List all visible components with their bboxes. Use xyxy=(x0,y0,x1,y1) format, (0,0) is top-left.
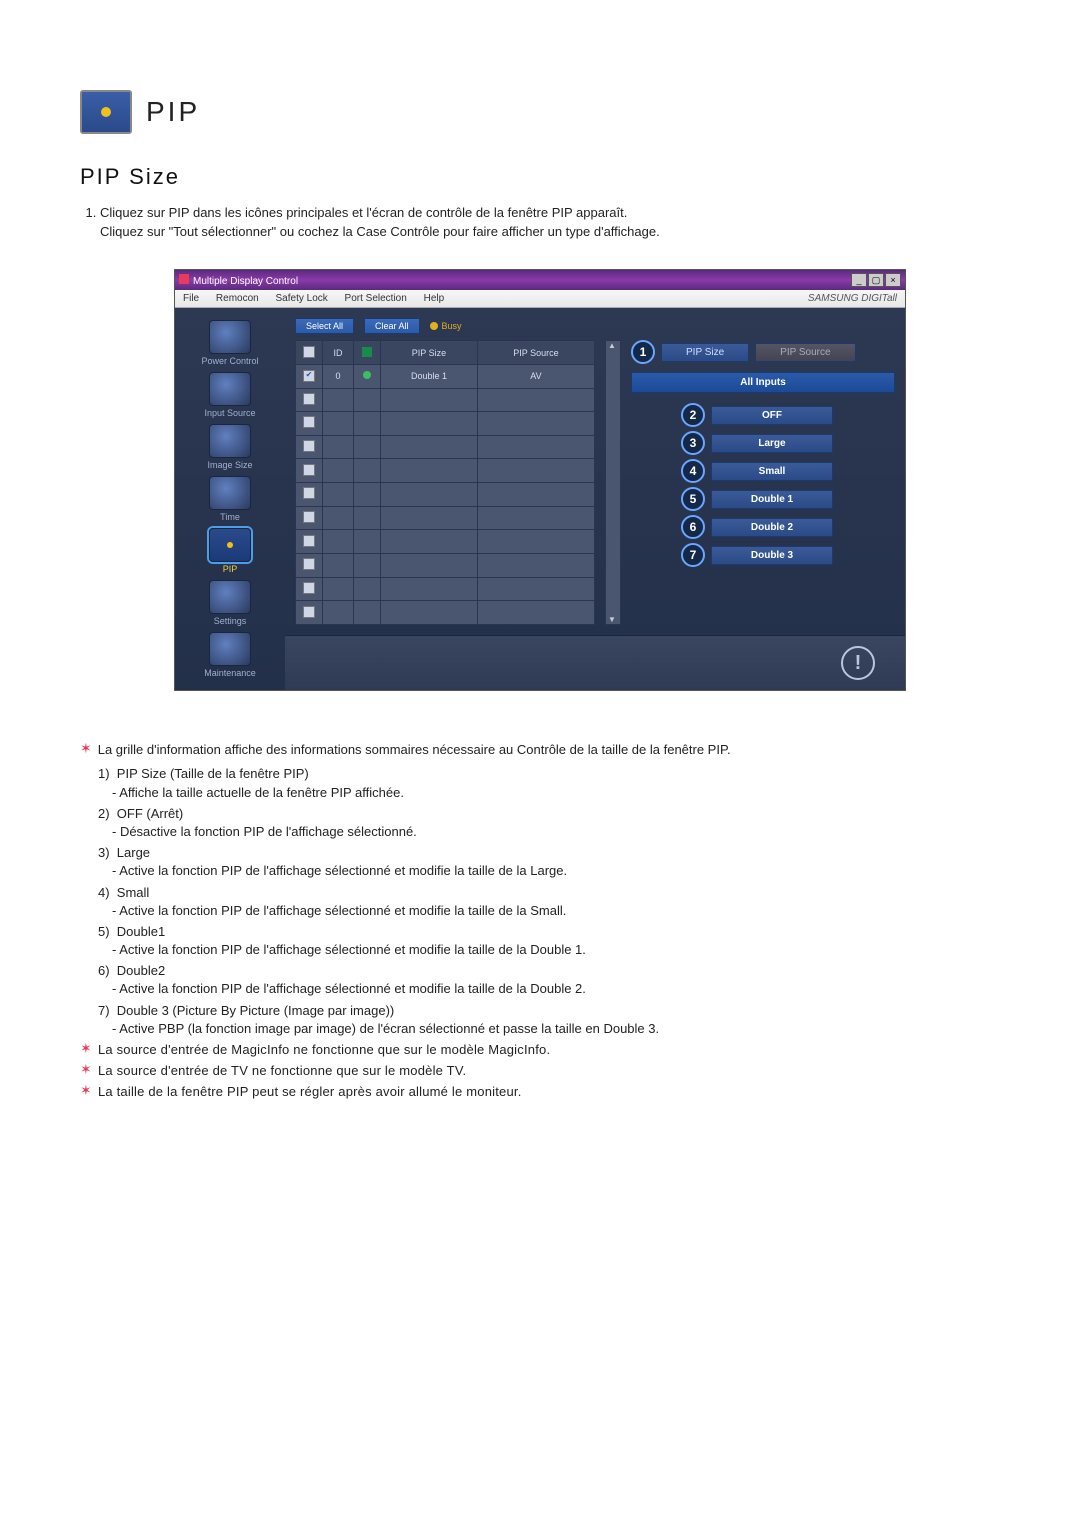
option-row: 2 OFF xyxy=(681,403,895,427)
table-row[interactable]: 0 Double 1 AV xyxy=(296,364,595,388)
tab-pip-source[interactable]: PIP Source xyxy=(755,343,855,362)
note-intro: La grille d'information affiche des info… xyxy=(98,741,731,759)
callout-4: 4 xyxy=(681,459,705,483)
option-button-large[interactable]: Large xyxy=(711,434,833,453)
intro-item: Cliquez sur "Tout sélectionner" ou coche… xyxy=(100,224,1000,239)
option-button-double-1[interactable]: Double 1 xyxy=(711,490,833,509)
callout-2: 2 xyxy=(681,403,705,427)
list-item: 5) Double1- Active la fonction PIP de l'… xyxy=(98,923,1000,959)
footer-bar: ! xyxy=(285,635,905,690)
star-note: ✶La source d'entrée de MagicInfo ne fonc… xyxy=(80,1041,1000,1059)
option-button-small[interactable]: Small xyxy=(711,462,833,481)
list-item: 1) PIP Size (Taille de la fenêtre PIP)- … xyxy=(98,765,1000,801)
callout-1: 1 xyxy=(631,340,655,364)
brand-label: SAMSUNG DIGITall xyxy=(808,293,897,304)
screenshot-window: Multiple Display Control _▢× File Remoco… xyxy=(174,269,906,691)
menubar: File Remocon Safety Lock Port Selection … xyxy=(175,290,905,308)
sidebar-item-maintenance[interactable]: Maintenance xyxy=(185,632,275,678)
intro-item: Cliquez sur PIP dans les icônes principa… xyxy=(100,204,1000,222)
all-inputs-bar: All Inputs xyxy=(631,372,895,393)
section-title: PIP Size xyxy=(80,164,1000,190)
option-button-double-2[interactable]: Double 2 xyxy=(711,518,833,537)
sidebar-item-power-control[interactable]: Power Control xyxy=(185,320,275,366)
row-checkbox[interactable] xyxy=(303,370,315,382)
option-row: 5 Double 1 xyxy=(681,487,895,511)
pip-header-icon xyxy=(80,90,132,134)
window-title: Multiple Display Control xyxy=(193,276,298,287)
list-item: 7) Double 3 (Picture By Picture (Image p… xyxy=(98,1002,1000,1038)
status-dot-icon xyxy=(363,371,371,379)
numbered-list: 1) PIP Size (Taille de la fenêtre PIP)- … xyxy=(80,765,1000,1038)
busy-indicator: Busy xyxy=(430,321,462,331)
right-panel: 1 PIP Size PIP Source All Inputs 2 OFF 3 La… xyxy=(631,340,895,625)
option-row: 4 Small xyxy=(681,459,895,483)
status-header-icon xyxy=(362,347,372,357)
window-buttons[interactable]: _▢× xyxy=(850,273,901,287)
clear-all-button[interactable]: Clear All xyxy=(364,318,420,334)
cell-pip-size: Double 1 xyxy=(381,364,478,388)
menu-safety-lock[interactable]: Safety Lock xyxy=(276,293,328,304)
col-pip-size: PIP Size xyxy=(381,341,478,365)
star-icon: ✶ xyxy=(80,1041,92,1055)
display-grid: ID PIP Size PIP Source 0 Double 1 AV xyxy=(295,340,595,625)
option-button-off[interactable]: OFF xyxy=(711,406,833,425)
list-item: 3) Large- Active la fonction PIP de l'af… xyxy=(98,844,1000,880)
intro-list: Cliquez sur PIP dans les icônes principa… xyxy=(100,204,1000,239)
menu-file[interactable]: File xyxy=(183,293,199,304)
star-icon: ✶ xyxy=(80,1083,92,1097)
callout-6: 6 xyxy=(681,515,705,539)
col-pip-source: PIP Source xyxy=(477,341,594,365)
callout-3: 3 xyxy=(681,431,705,455)
star-icon: ✶ xyxy=(80,1062,92,1076)
col-id: ID xyxy=(323,341,354,365)
option-row: 6 Double 2 xyxy=(681,515,895,539)
option-row: 3 Large xyxy=(681,431,895,455)
menu-remocon[interactable]: Remocon xyxy=(216,293,259,304)
callout-7: 7 xyxy=(681,543,705,567)
star-note: ✶La taille de la fenêtre PIP peut se rég… xyxy=(80,1083,1000,1101)
sidebar-item-pip[interactable]: PIP xyxy=(185,528,275,574)
list-item: 2) OFF (Arrêt)- Désactive la fonction PI… xyxy=(98,805,1000,841)
menu-help[interactable]: Help xyxy=(424,293,445,304)
star-icon: ✶ xyxy=(80,741,92,755)
sidebar-item-time[interactable]: Time xyxy=(185,476,275,522)
sidebar-item-input-source[interactable]: Input Source xyxy=(185,372,275,418)
window-titlebar: Multiple Display Control _▢× xyxy=(175,270,905,290)
sidebar: Power Control Input Source Image Size Ti… xyxy=(175,308,285,690)
scrollbar[interactable] xyxy=(605,340,621,625)
header-checkbox[interactable] xyxy=(303,346,315,358)
option-row: 7 Double 3 xyxy=(681,543,895,567)
callout-5: 5 xyxy=(681,487,705,511)
option-button-double-3[interactable]: Double 3 xyxy=(711,546,833,565)
list-item: 6) Double2- Active la fonction PIP de l'… xyxy=(98,962,1000,998)
cell-id: 0 xyxy=(323,364,354,388)
list-item: 4) Small- Active la fonction PIP de l'af… xyxy=(98,884,1000,920)
cell-pip-source: AV xyxy=(477,364,594,388)
page-header-title: PIP xyxy=(146,96,200,128)
select-all-button[interactable]: Select All xyxy=(295,318,354,334)
menu-port-selection[interactable]: Port Selection xyxy=(345,293,407,304)
tab-pip-size[interactable]: PIP Size xyxy=(661,343,749,362)
star-note: ✶La source d'entrée de TV ne fonctionne … xyxy=(80,1062,1000,1080)
sidebar-item-settings[interactable]: Settings xyxy=(185,580,275,626)
sidebar-item-image-size[interactable]: Image Size xyxy=(185,424,275,470)
info-icon[interactable]: ! xyxy=(841,646,875,680)
